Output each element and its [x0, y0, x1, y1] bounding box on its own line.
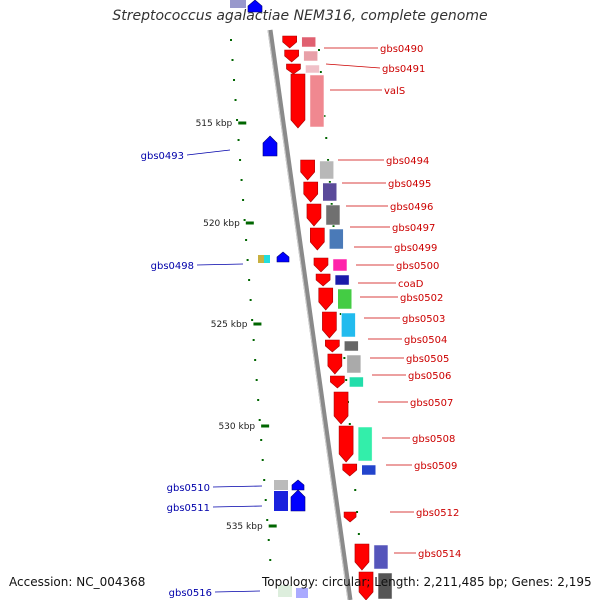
gene-label: gbs0506 [408, 371, 451, 382]
gene-forward-arrow [343, 511, 357, 523]
gene-label: gbs0509 [414, 461, 457, 472]
gene-forward-arrow [306, 203, 322, 227]
gene-feature-box [258, 255, 264, 263]
gene-label: gbs0504 [404, 335, 447, 346]
gene-feature-box [325, 204, 341, 226]
gene-forward-arrow [338, 425, 354, 463]
gene-label: gbs0505 [406, 354, 449, 365]
label-leader [186, 149, 231, 156]
gene-feature-box [344, 340, 359, 352]
gene-label: gbs0516 [169, 588, 212, 599]
gene-forward-arrow [327, 353, 343, 375]
label-leader [325, 63, 381, 69]
gene-feature-box [377, 572, 393, 600]
gene-forward-arrow [318, 287, 334, 311]
gene-label: gbs0499 [394, 243, 437, 254]
gene-feature-box [337, 288, 353, 310]
gene-feature-box [341, 312, 356, 338]
gene-reverse-arrow [291, 479, 305, 491]
gene-feature-box [301, 36, 316, 48]
gene-feature-box [329, 228, 344, 250]
gene-forward-arrow [330, 375, 345, 389]
gene-reverse-arrow [276, 251, 290, 263]
kbp-label: 520 kbp [203, 219, 240, 229]
gene-label: gbs0500 [396, 261, 439, 272]
gene-label: gbs0512 [416, 508, 459, 519]
gene-feature-box [278, 585, 292, 597]
label-leader [196, 263, 244, 266]
gene-feature-box [322, 182, 337, 202]
gene-feature-box [334, 274, 350, 286]
gene-reverse-arrow [262, 135, 278, 157]
label-leader [212, 505, 263, 508]
gene-feature-box [361, 464, 377, 476]
gene-forward-arrow [313, 257, 329, 273]
gene-forward-arrow [284, 49, 299, 63]
gene-label: gbs0507 [410, 398, 453, 409]
backbone-line [267, 29, 353, 600]
gene-label: gbs0494 [386, 156, 429, 167]
gene-reverse-arrow [290, 489, 306, 512]
gene-label: gbs0498 [151, 261, 194, 272]
gene-forward-arrow [300, 159, 315, 181]
gene-forward-arrow [290, 73, 306, 129]
gene-label: gbs0495 [388, 179, 431, 190]
gene-forward-arrow [354, 543, 370, 571]
gene-label: gbs0493 [141, 151, 184, 162]
topology-text: Topology: circular; Length: 2,211,485 bp… [262, 575, 592, 589]
gene-label: gbs0508 [412, 434, 455, 445]
gene-forward-arrow [303, 181, 319, 203]
gene-reverse-arrow [247, 0, 263, 13]
gene-feature-box [305, 64, 320, 74]
gene-feature-box [274, 480, 288, 490]
gene-forward-arrow [286, 63, 301, 75]
gene-forward-arrow [282, 35, 297, 49]
kbp-label: 525 kbp [211, 320, 248, 330]
kbp-label: 515 kbp [196, 119, 233, 129]
kbp-label: 530 kbp [218, 422, 255, 432]
label-leader [214, 590, 261, 593]
gene-feature-box [319, 160, 334, 180]
gene-label: gbs0491 [382, 64, 425, 75]
gene-label: gbs0502 [400, 293, 443, 304]
gene-feature-box [309, 74, 325, 128]
gene-feature-box [346, 354, 362, 374]
gene-feature-box [296, 588, 308, 598]
gene-forward-arrow [333, 391, 349, 425]
backbone-highlight [267, 29, 349, 600]
gene-forward-arrow [342, 463, 358, 477]
gene-label: gbs0490 [380, 44, 423, 55]
gene-label: valS [384, 86, 405, 97]
gene-label: gbs0510 [167, 483, 210, 494]
gene-forward-arrow [358, 571, 374, 600]
gene-label: gbs0503 [402, 314, 445, 325]
kbp-label: 535 kbp [226, 522, 263, 532]
label-leader [212, 485, 263, 488]
gene-feature-box [230, 0, 246, 8]
gene-forward-arrow [310, 227, 325, 251]
gene-feature-box [264, 255, 270, 263]
gene-feature-box [357, 426, 373, 462]
gene-label: gbs0511 [167, 503, 210, 514]
gene-feature-box [373, 544, 389, 570]
gene-feature-box [274, 491, 288, 511]
gene-label: coaD [398, 279, 424, 290]
gene-forward-arrow [322, 311, 337, 339]
gene-forward-arrow [315, 273, 331, 287]
gene-label: gbs0497 [392, 223, 435, 234]
gene-label: gbs0496 [390, 202, 433, 213]
gene-label: gbs0514 [418, 549, 461, 560]
accession-text: Accession: NC_004368 [9, 575, 146, 589]
gene-feature-box [303, 50, 318, 62]
gene-forward-arrow [325, 339, 340, 353]
gene-feature-box [349, 376, 364, 388]
gene-feature-box [332, 258, 348, 272]
genome-title: Streptococcus agalactiae NEM316, complet… [112, 8, 488, 24]
